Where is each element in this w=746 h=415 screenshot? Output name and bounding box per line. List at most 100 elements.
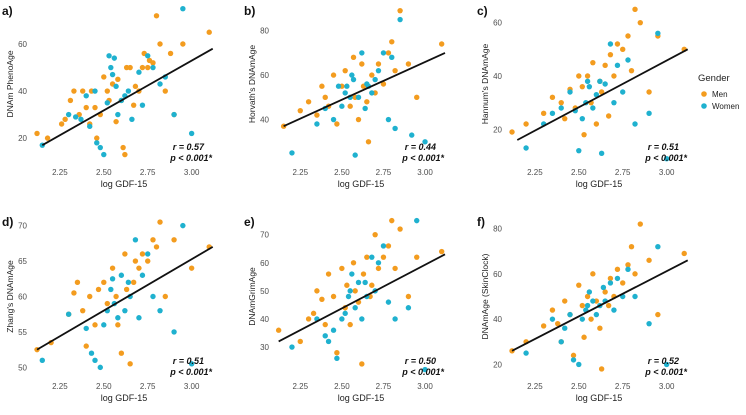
data-point-women (97, 364, 103, 371)
data-point-men (590, 271, 596, 277)
data-point-men (92, 322, 98, 328)
data-point-women (392, 316, 398, 322)
data-point-women (339, 316, 345, 322)
x-tick-label: 2.75 (615, 168, 631, 177)
data-point-women (523, 350, 529, 356)
x-tick-label: 2.50 (571, 168, 587, 177)
data-point-men (637, 19, 643, 26)
data-point-men (570, 352, 577, 359)
data-point-men (206, 29, 212, 35)
data-point-men (584, 293, 591, 300)
x-tick-label: 2.75 (140, 168, 156, 177)
data-point-men (562, 298, 568, 304)
data-point-men (620, 46, 626, 53)
data-point-women (590, 105, 596, 111)
data-point-men (628, 67, 635, 74)
data-point-women (663, 155, 670, 162)
panel-label: e) (244, 215, 255, 229)
data-point-men (625, 262, 631, 268)
data-point-women (558, 105, 564, 111)
data-point-men (558, 99, 564, 106)
data-point-men (297, 107, 303, 114)
data-point-men (275, 327, 282, 333)
data-point-women (188, 361, 195, 367)
legend-label-women: Women (712, 102, 739, 111)
regression-line (511, 259, 689, 352)
data-point-women (339, 103, 345, 109)
data-point-men (347, 103, 353, 109)
data-point-men (438, 248, 445, 255)
data-point-women (570, 357, 577, 363)
data-point-men (590, 59, 596, 66)
data-point-men (579, 83, 586, 90)
data-point-men (150, 237, 156, 243)
y-tick-label: 60 (18, 40, 27, 49)
data-point-women (65, 311, 72, 317)
data-point-men (385, 243, 392, 249)
data-point-men (646, 89, 652, 95)
data-point-men (325, 271, 332, 277)
data-point-women (344, 83, 350, 89)
data-point-women (349, 271, 355, 277)
data-point-men (385, 50, 392, 56)
data-point-men (438, 41, 445, 47)
data-point-men (605, 302, 612, 309)
data-point-men (632, 271, 638, 277)
y-tick-label: 40 (260, 116, 269, 125)
data-point-men (44, 135, 51, 141)
data-point-men (389, 217, 395, 224)
data-point-men (122, 151, 128, 158)
data-point-men (310, 310, 317, 317)
data-point-women (655, 243, 661, 250)
panel-label: d) (2, 215, 13, 229)
x-tick-label: 3.00 (417, 168, 433, 177)
y-tick-label: 70 (260, 231, 269, 240)
data-point-women (325, 338, 332, 345)
data-point-women (593, 311, 600, 318)
data-point-men (614, 41, 621, 47)
correlation-r: r = 0.50 (405, 356, 436, 366)
data-point-men (540, 110, 547, 117)
data-point-men (171, 237, 177, 243)
data-point-men (132, 83, 139, 90)
data-point-men (314, 288, 320, 294)
x-tick-label: 2.75 (140, 382, 156, 391)
data-point-women (171, 329, 177, 335)
y-tick-label: 40 (260, 315, 269, 324)
y-tick-label: 50 (260, 287, 269, 296)
y-tick-label: 70 (18, 222, 27, 231)
data-point-women (422, 139, 428, 145)
x-tick-label: 3.00 (659, 168, 675, 177)
data-point-men (58, 121, 65, 127)
data-point-men (319, 296, 325, 303)
data-point-men (104, 300, 111, 307)
data-point-women (614, 275, 621, 282)
data-point-men (87, 293, 93, 300)
data-point-women (414, 217, 420, 224)
data-point-men (579, 302, 586, 309)
correlation-r: r = 0.44 (405, 142, 436, 152)
data-point-men (80, 307, 86, 314)
regression-line (283, 52, 446, 128)
data-point-women (330, 327, 337, 333)
p-value: p < 0.001* (169, 367, 212, 377)
x-tick-label: 2.50 (96, 168, 112, 177)
data-point-women (359, 50, 365, 56)
data-point-women (593, 91, 600, 98)
data-point-men (71, 290, 77, 296)
p-value: p < 0.001* (644, 367, 687, 377)
data-point-women (113, 83, 119, 90)
data-point-men (162, 293, 168, 300)
legend-title: Gender (698, 73, 730, 84)
data-point-women (549, 316, 556, 322)
data-point-men (562, 115, 568, 122)
data-point-men (130, 279, 137, 286)
y-tick-label: 80 (493, 225, 502, 234)
data-point-men (130, 102, 137, 108)
y-tick-label: 60 (18, 293, 27, 302)
data-point-women (136, 69, 142, 75)
x-tick-label: 2.75 (376, 168, 392, 177)
data-point-men (71, 88, 77, 94)
x-axis-title: log GDF-15 (338, 393, 385, 403)
data-point-women (579, 316, 586, 322)
